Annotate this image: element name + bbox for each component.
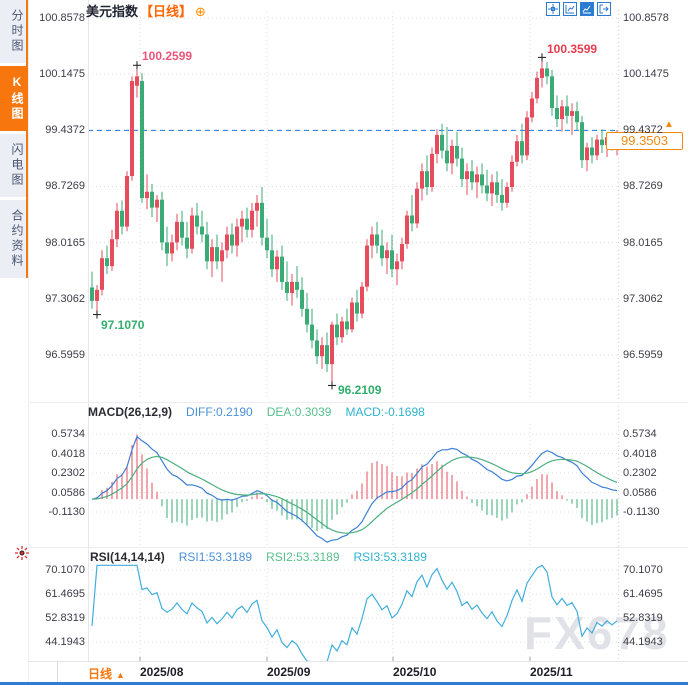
- bottom-bar: 日线 ▲ 2025/08 2025/09 2025/10 2025/11: [0, 661, 688, 683]
- price-up-arrow-icon: ▲: [664, 119, 674, 130]
- watermark: FX678: [524, 607, 670, 659]
- rsi3-value: RSI3:53.3189: [353, 550, 427, 564]
- indicator-settings-icon[interactable]: [14, 545, 30, 566]
- macd-dea-value: DEA:0.3039: [266, 405, 332, 419]
- chart-toolbar: [546, 2, 611, 16]
- period-selector[interactable]: 日线 ▲: [88, 665, 125, 682]
- sidebar: 分时图 K线图 闪电图 合约资料: [0, 0, 29, 685]
- macd-macd-value: MACD:-0.1698: [345, 405, 425, 419]
- sidebar-tab-time-chart[interactable]: 分时图: [0, 0, 26, 63]
- rsi1-value: RSI1:53.3189: [178, 550, 253, 564]
- sidebar-tab-contract-info[interactable]: 合约资料: [0, 200, 26, 278]
- exit-icon[interactable]: [597, 2, 611, 16]
- chart-style-icon[interactable]: [580, 2, 594, 16]
- x-axis-date-label: 2025/08: [140, 665, 184, 679]
- x-axis-date-label: 2025/11: [530, 665, 573, 679]
- macd-title: MACD(26,12,9): [88, 405, 173, 419]
- crosshair-icon[interactable]: [546, 2, 560, 16]
- period-selector-arrow-icon: ▲: [116, 670, 125, 680]
- rsi2-value: RSI2:53.3189: [266, 550, 340, 564]
- axis-scale-icon[interactable]: [563, 2, 577, 16]
- x-axis-date-label: 2025/09: [267, 665, 311, 679]
- chart-title: 美元指数 【日线】 ⊕: [86, 1, 206, 20]
- add-indicator-icon[interactable]: ⊕: [195, 4, 206, 19]
- macd-diff-value: DIFF:0.2190: [186, 405, 253, 419]
- period-selector-label: 日线: [88, 667, 113, 681]
- rsi-title: RSI(14,14,14): [90, 550, 165, 564]
- bottom-divider: [57, 662, 58, 683]
- x-axis-date-label: 2025/10: [393, 665, 437, 679]
- horizontal-scrollbar[interactable]: [0, 682, 688, 685]
- macd-header: MACD(26,12,9) DIFF:0.2190 DEA:0.3039 MAC…: [88, 405, 425, 419]
- sidebar-tab-kline-chart[interactable]: K线图: [0, 66, 26, 131]
- sidebar-tabs: 分时图 K线图 闪电图 合约资料: [0, 0, 28, 278]
- sidebar-tab-flash-chart[interactable]: 闪电图: [0, 134, 26, 197]
- rsi-header: RSI(14,14,14) RSI1:53.3189 RSI2:53.3189 …: [90, 550, 427, 564]
- period-label: 【日线】: [140, 4, 193, 19]
- symbol-name: 美元指数: [86, 4, 139, 19]
- current-price-badge: 99.3503: [606, 132, 683, 150]
